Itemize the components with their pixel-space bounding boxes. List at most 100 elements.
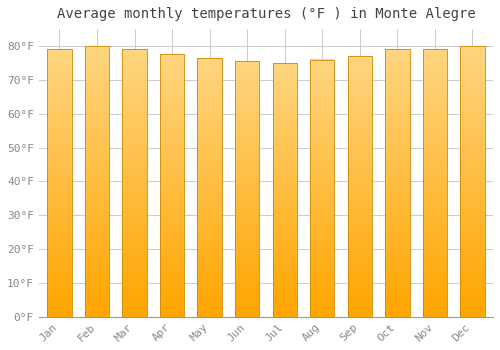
- Bar: [272, 167, 297, 171]
- Bar: [235, 202, 260, 205]
- Bar: [460, 171, 484, 175]
- Bar: [198, 113, 222, 116]
- Bar: [122, 257, 146, 260]
- Bar: [198, 164, 222, 168]
- Bar: [385, 56, 409, 60]
- Bar: [48, 66, 72, 69]
- Bar: [348, 147, 372, 150]
- Bar: [385, 123, 409, 126]
- Bar: [235, 186, 260, 189]
- Bar: [48, 293, 72, 297]
- Bar: [310, 288, 334, 291]
- Bar: [160, 77, 184, 81]
- Bar: [422, 49, 447, 53]
- Bar: [422, 66, 447, 69]
- Bar: [310, 226, 334, 230]
- Bar: [460, 269, 484, 273]
- Bar: [310, 233, 334, 236]
- Bar: [122, 253, 146, 257]
- Bar: [422, 79, 447, 83]
- Bar: [385, 139, 409, 143]
- Bar: [85, 141, 109, 144]
- Bar: [85, 208, 109, 212]
- Bar: [310, 76, 334, 79]
- Bar: [160, 84, 184, 87]
- Bar: [385, 163, 409, 166]
- Bar: [198, 174, 222, 177]
- Bar: [348, 251, 372, 255]
- Bar: [85, 174, 109, 178]
- Bar: [460, 246, 484, 249]
- Bar: [48, 126, 72, 130]
- Bar: [272, 139, 297, 142]
- Bar: [48, 143, 72, 146]
- Bar: [198, 142, 222, 145]
- Bar: [385, 149, 409, 153]
- Bar: [85, 307, 109, 310]
- Bar: [385, 106, 409, 110]
- Bar: [385, 223, 409, 226]
- Bar: [385, 220, 409, 223]
- Bar: [272, 314, 297, 317]
- Bar: [348, 206, 372, 209]
- Bar: [385, 96, 409, 99]
- Bar: [348, 183, 372, 187]
- Bar: [422, 133, 447, 136]
- Bar: [348, 212, 372, 216]
- Bar: [385, 230, 409, 233]
- Bar: [460, 174, 484, 178]
- Bar: [85, 184, 109, 188]
- Bar: [272, 171, 297, 174]
- Bar: [385, 296, 409, 300]
- Bar: [160, 215, 184, 218]
- Bar: [160, 231, 184, 235]
- Bar: [160, 192, 184, 195]
- Bar: [235, 144, 260, 147]
- Bar: [160, 300, 184, 304]
- Bar: [85, 161, 109, 164]
- Bar: [198, 258, 222, 262]
- Bar: [85, 283, 109, 286]
- Bar: [310, 301, 334, 304]
- Bar: [310, 201, 334, 204]
- Bar: [235, 83, 260, 87]
- Bar: [460, 208, 484, 212]
- Bar: [235, 294, 260, 297]
- Bar: [160, 198, 184, 202]
- Bar: [198, 100, 222, 103]
- Bar: [422, 96, 447, 99]
- Bar: [460, 113, 484, 117]
- Bar: [348, 105, 372, 108]
- Bar: [422, 83, 447, 86]
- Bar: [235, 61, 260, 317]
- Bar: [198, 294, 222, 298]
- Bar: [198, 126, 222, 129]
- Bar: [310, 117, 334, 121]
- Bar: [235, 208, 260, 211]
- Bar: [348, 274, 372, 278]
- Bar: [460, 46, 484, 317]
- Bar: [422, 263, 447, 267]
- Bar: [385, 59, 409, 63]
- Bar: [122, 126, 146, 130]
- Bar: [198, 310, 222, 314]
- Bar: [272, 155, 297, 158]
- Bar: [48, 176, 72, 180]
- Bar: [310, 175, 334, 178]
- Bar: [310, 169, 334, 172]
- Bar: [385, 72, 409, 76]
- Bar: [198, 80, 222, 84]
- Bar: [198, 187, 222, 190]
- Bar: [460, 191, 484, 195]
- Bar: [122, 199, 146, 203]
- Bar: [48, 313, 72, 317]
- Bar: [385, 180, 409, 183]
- Bar: [235, 230, 260, 234]
- Bar: [272, 126, 297, 130]
- Bar: [422, 199, 447, 203]
- Bar: [460, 120, 484, 124]
- Bar: [48, 56, 72, 60]
- Bar: [348, 150, 372, 154]
- Bar: [122, 203, 146, 206]
- Bar: [160, 284, 184, 287]
